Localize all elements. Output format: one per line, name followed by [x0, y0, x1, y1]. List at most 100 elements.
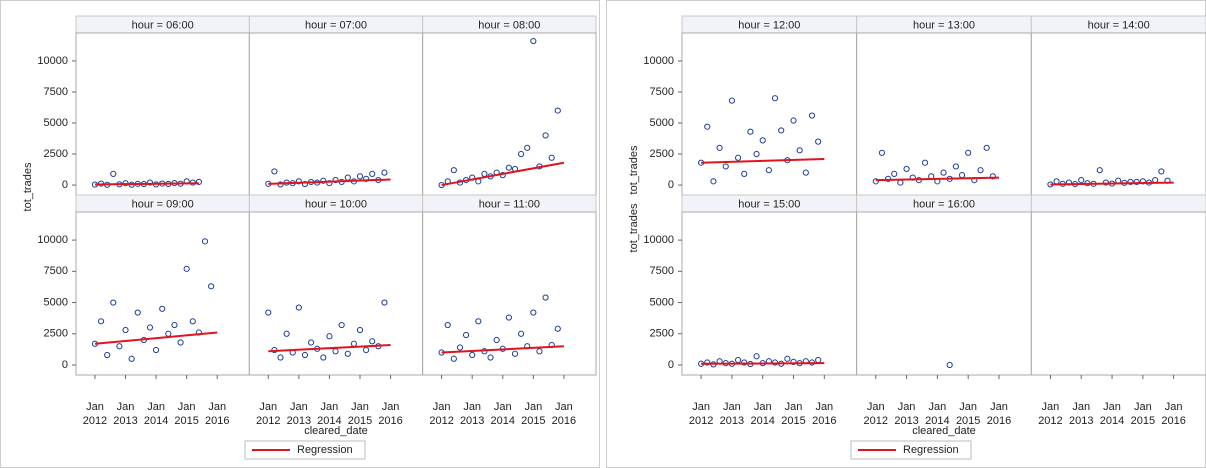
point — [977, 167, 984, 174]
panel-title: hour = 14:00 — [1088, 19, 1150, 31]
point — [759, 137, 766, 144]
panel-title: hour = 08:00 — [478, 19, 540, 31]
point — [201, 238, 209, 245]
regression-line — [268, 344, 391, 353]
point — [381, 169, 388, 176]
point — [704, 359, 711, 366]
panel-plot — [75, 32, 250, 196]
y-tick-label: 10000 — [37, 55, 68, 67]
panel-title: hour = 07:00 — [305, 19, 367, 31]
point — [344, 350, 351, 357]
point — [505, 314, 512, 321]
point — [195, 178, 202, 186]
point — [747, 128, 754, 135]
point — [518, 150, 525, 158]
point — [989, 173, 996, 180]
point — [307, 339, 315, 346]
panel-title: hour = 09:00 — [132, 198, 194, 210]
y-tick-label: 10000 — [37, 234, 68, 246]
point — [283, 330, 290, 337]
point — [542, 132, 549, 139]
point — [952, 163, 959, 170]
panel-plot — [856, 32, 1032, 196]
x-tick-label: Jan 2013 — [113, 401, 137, 427]
panel-plot — [1030, 32, 1206, 196]
panel-title: hour = 16:00 — [913, 198, 975, 210]
y-tick-label: 2500 — [650, 328, 674, 340]
point — [790, 358, 797, 365]
point — [741, 359, 748, 366]
point — [518, 330, 525, 337]
y-tick-label: 10000 — [643, 55, 674, 67]
point — [295, 178, 302, 185]
point — [728, 97, 736, 104]
y-tick-label: 7500 — [44, 265, 68, 277]
point — [208, 283, 215, 290]
point — [1158, 168, 1165, 175]
point — [493, 336, 500, 344]
point — [872, 178, 879, 185]
point — [796, 147, 803, 154]
x-tick-label: Jan 2014 — [144, 401, 168, 427]
regression-line — [441, 161, 565, 187]
x-axis-label: cleared_date — [912, 425, 976, 437]
regression-line — [701, 362, 825, 365]
point — [704, 123, 711, 130]
x-tick-label: Jan 2015 — [1131, 401, 1155, 427]
point — [487, 354, 494, 361]
y-tick-label: 7500 — [650, 86, 674, 98]
x-tick-label: Jan 2013 — [287, 401, 311, 427]
x-tick-label: Jan 2013 — [894, 401, 918, 427]
point — [183, 265, 190, 272]
regression-line — [1050, 181, 1174, 186]
point — [511, 350, 519, 357]
y-axis-label: tot_trades — [22, 162, 34, 211]
point — [1078, 177, 1085, 184]
point — [878, 149, 886, 156]
point — [116, 343, 123, 350]
point — [710, 178, 717, 185]
point — [722, 163, 729, 170]
x-tick-label: Jan 2012 — [864, 401, 888, 427]
legend-label: Regression — [903, 444, 959, 456]
panel-plot — [75, 211, 250, 376]
y-tick-label: 2500 — [44, 328, 68, 340]
regression-line — [94, 331, 218, 345]
point — [271, 168, 278, 175]
x-tick-label: Jan 2015 — [781, 401, 805, 427]
legend-box — [850, 440, 972, 460]
x-tick-label: Jan 2014 — [750, 401, 774, 427]
point — [301, 180, 309, 188]
point — [277, 354, 284, 361]
point — [802, 169, 809, 176]
point — [548, 154, 555, 161]
point — [122, 326, 129, 334]
point — [146, 324, 154, 331]
point — [716, 144, 723, 151]
x-tick-label: Jan 2015 — [174, 401, 198, 427]
x-tick-label: Jan 2014 — [317, 401, 341, 427]
point — [542, 294, 549, 301]
x-tick-label: Jan 2016 — [552, 401, 576, 427]
point — [177, 339, 184, 346]
panel-header — [1030, 194, 1206, 213]
point — [320, 177, 327, 184]
point — [381, 299, 388, 306]
point — [295, 304, 302, 311]
point — [301, 351, 309, 359]
point — [1065, 179, 1073, 186]
point — [1096, 167, 1103, 174]
point — [891, 170, 898, 177]
point — [741, 170, 748, 177]
x-tick-label: Jan 2015 — [348, 401, 372, 427]
point — [356, 173, 364, 180]
x-tick-label: Jan 2013 — [460, 401, 484, 427]
point — [110, 170, 117, 177]
x-tick-label: Jan 2015 — [521, 401, 545, 427]
regression-line — [268, 178, 391, 185]
x-tick-label: Jan 2012 — [689, 401, 713, 427]
panel-plot — [422, 211, 597, 376]
point — [189, 318, 196, 325]
x-tick-label: Jan 2014 — [491, 401, 515, 427]
point — [921, 159, 929, 166]
